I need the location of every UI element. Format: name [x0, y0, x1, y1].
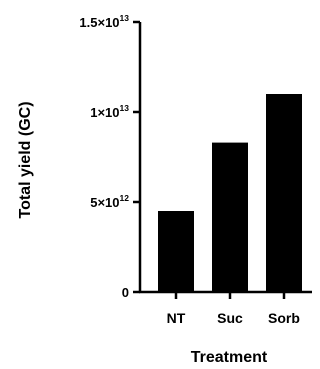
x-axis-title: Treatment: [191, 349, 268, 366]
y-tick-mantissa: 0: [122, 285, 129, 300]
y-tick-exponent: 13: [120, 13, 130, 23]
y-tick-mantissa: 1×10: [90, 105, 119, 120]
y-tick-label: 0: [122, 285, 129, 300]
y-tick-label: 1×1013: [90, 103, 129, 120]
y-tick-mantissa: 1.5×10: [79, 15, 119, 30]
y-axis-title: Total yield (GC): [17, 101, 34, 218]
x-axis-ticks: NT Suc Sorb: [167, 292, 300, 326]
bar-suc: [212, 142, 248, 292]
bar-nt: [158, 211, 194, 292]
x-tick-label-sorb: Sorb: [268, 310, 300, 326]
bars-group: [158, 94, 302, 292]
y-tick-label: 5×1012: [90, 193, 129, 210]
y-tick-exponent: 12: [120, 193, 130, 203]
x-tick-label-suc: Suc: [217, 310, 243, 326]
y-tick-label: 1.5×1013: [79, 13, 129, 30]
y-tick-mantissa: 5×10: [90, 195, 119, 210]
y-tick-exponent: 13: [120, 103, 130, 113]
bar-sorb: [266, 94, 302, 292]
x-tick-label-nt: NT: [167, 310, 186, 326]
